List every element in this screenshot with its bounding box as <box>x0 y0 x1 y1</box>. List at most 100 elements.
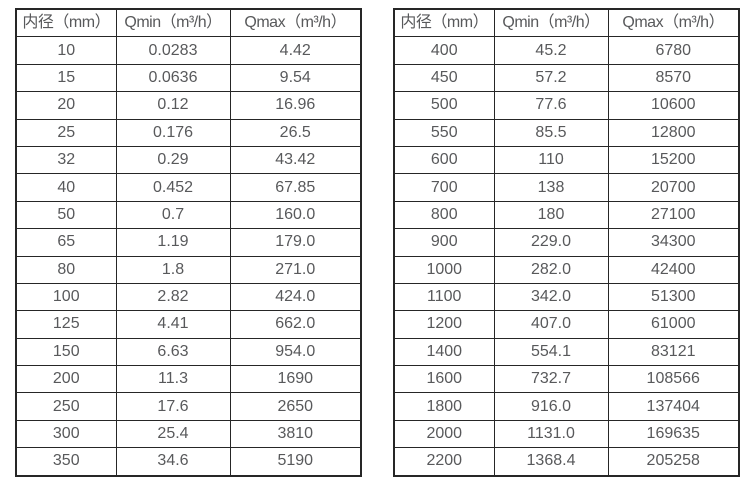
table-cell: 9.54 <box>229 63 362 93</box>
table-cell: 45.2 <box>493 36 609 65</box>
table-header-row: 内径（mm） Qmin（m³/h） Qmax（m³/h） <box>393 8 740 38</box>
table-cell: 8570 <box>607 63 740 93</box>
table-cell: 300 <box>15 419 117 449</box>
table-row: 1400 554.1 83121 <box>393 337 740 367</box>
column-header: Qmax（m³/h） <box>229 8 362 38</box>
table-row: 2000 1131.0 169635 <box>393 419 740 449</box>
table-row: 125 4.41 662.0 <box>15 310 362 339</box>
table-row: 1600 732.7 108566 <box>393 365 740 394</box>
table-cell: 15200 <box>607 145 740 175</box>
table-cell: 1600 <box>393 365 495 394</box>
table-cell: 1000 <box>393 255 495 284</box>
table-cell: 34.6 <box>115 447 231 477</box>
table-row: 250 17.6 2650 <box>15 392 362 421</box>
table-row: 40 0.452 67.85 <box>15 173 362 202</box>
table-cell: 65 <box>15 228 117 257</box>
table-row: 300 25.4 3810 <box>15 419 362 449</box>
table-cell: 0.7 <box>115 200 231 230</box>
column-header: Qmax（m³/h） <box>607 8 740 38</box>
table-cell: 2.82 <box>115 282 231 312</box>
table-row: 700 138 20700 <box>393 173 740 202</box>
table-cell: 1368.4 <box>493 447 609 477</box>
table-cell: 0.29 <box>115 145 231 175</box>
table-cell: 205258 <box>607 447 740 477</box>
table-cell: 42400 <box>607 255 740 284</box>
table-cell: 1100 <box>393 282 495 312</box>
table-cell: 229.0 <box>493 228 609 257</box>
table-cell: 138 <box>493 173 609 202</box>
table-row: 50 0.7 160.0 <box>15 200 362 230</box>
table-cell: 32 <box>15 145 117 175</box>
table-cell: 27100 <box>607 200 740 230</box>
table-cell: 4.41 <box>115 310 231 339</box>
table-row: 450 57.2 8570 <box>393 63 740 93</box>
table-row: 2200 1368.4 205258 <box>393 447 740 477</box>
table-cell: 0.176 <box>115 118 231 147</box>
table-cell: 450 <box>393 63 495 93</box>
table-cell: 16.96 <box>229 91 362 120</box>
table-header-row: 内径（mm） Qmin（m³/h） Qmax（m³/h） <box>15 8 362 38</box>
column-header: 内径（mm） <box>15 8 117 38</box>
table-cell: 1200 <box>393 310 495 339</box>
table-cell: 662.0 <box>229 310 362 339</box>
table-cell: 6780 <box>607 36 740 65</box>
table-cell: 700 <box>393 173 495 202</box>
table-cell: 250 <box>15 392 117 421</box>
table-cell: 40 <box>15 173 117 202</box>
table-row: 900 229.0 34300 <box>393 228 740 257</box>
table-cell: 125 <box>15 310 117 339</box>
table-row: 550 85.5 12800 <box>393 118 740 147</box>
table-row: 25 0.176 26.5 <box>15 118 362 147</box>
table-cell: 1131.0 <box>493 419 609 449</box>
table-cell: 80 <box>15 255 117 284</box>
table-cell: 6.63 <box>115 337 231 367</box>
table-cell: 1400 <box>393 337 495 367</box>
table-cell: 50 <box>15 200 117 230</box>
table-cell: 2000 <box>393 419 495 449</box>
table-cell: 554.1 <box>493 337 609 367</box>
table-row: 80 1.8 271.0 <box>15 255 362 284</box>
column-header: Qmin（m³/h） <box>493 8 609 38</box>
table-cell: 25 <box>15 118 117 147</box>
table-row: 10 0.0283 4.42 <box>15 36 362 65</box>
table-row: 20 0.12 16.96 <box>15 91 362 120</box>
table-row: 400 45.2 6780 <box>393 36 740 65</box>
table-cell: 1.19 <box>115 228 231 257</box>
table-cell: 160.0 <box>229 200 362 230</box>
table-cell: 110 <box>493 145 609 175</box>
table-cell: 500 <box>393 91 495 120</box>
table-cell: 200 <box>15 365 117 394</box>
table-cell: 26.5 <box>229 118 362 147</box>
table-cell: 424.0 <box>229 282 362 312</box>
table-cell: 0.0283 <box>115 36 231 65</box>
table-row: 1200 407.0 61000 <box>393 310 740 339</box>
table-cell: 83121 <box>607 337 740 367</box>
table-cell: 20700 <box>607 173 740 202</box>
table-cell: 25.4 <box>115 419 231 449</box>
table-row: 100 2.82 424.0 <box>15 282 362 312</box>
table-cell: 43.42 <box>229 145 362 175</box>
table-cell: 85.5 <box>493 118 609 147</box>
table-cell: 10 <box>15 36 117 65</box>
table-cell: 5190 <box>229 447 362 477</box>
table-cell: 350 <box>15 447 117 477</box>
table-row: 200 11.3 1690 <box>15 365 362 394</box>
table-cell: 0.452 <box>115 173 231 202</box>
table-cell: 12800 <box>607 118 740 147</box>
table-cell: 271.0 <box>229 255 362 284</box>
table-row: 800 180 27100 <box>393 200 740 230</box>
table-cell: 61000 <box>607 310 740 339</box>
column-header: 内径（mm） <box>393 8 495 38</box>
table-cell: 282.0 <box>493 255 609 284</box>
flow-table-small-diameter: 内径（mm） Qmin（m³/h） Qmax（m³/h） 10 0.0283 4.42 1… <box>15 8 362 477</box>
table-cell: 1.8 <box>115 255 231 284</box>
table-cell: 916.0 <box>493 392 609 421</box>
column-header: Qmin（m³/h） <box>115 8 231 38</box>
table-cell: 180 <box>493 200 609 230</box>
table-cell: 51300 <box>607 282 740 312</box>
table-cell: 600 <box>393 145 495 175</box>
table-row: 1100 342.0 51300 <box>393 282 740 312</box>
table-cell: 34300 <box>607 228 740 257</box>
table-cell: 169635 <box>607 419 740 449</box>
table-cell: 15 <box>15 63 117 93</box>
